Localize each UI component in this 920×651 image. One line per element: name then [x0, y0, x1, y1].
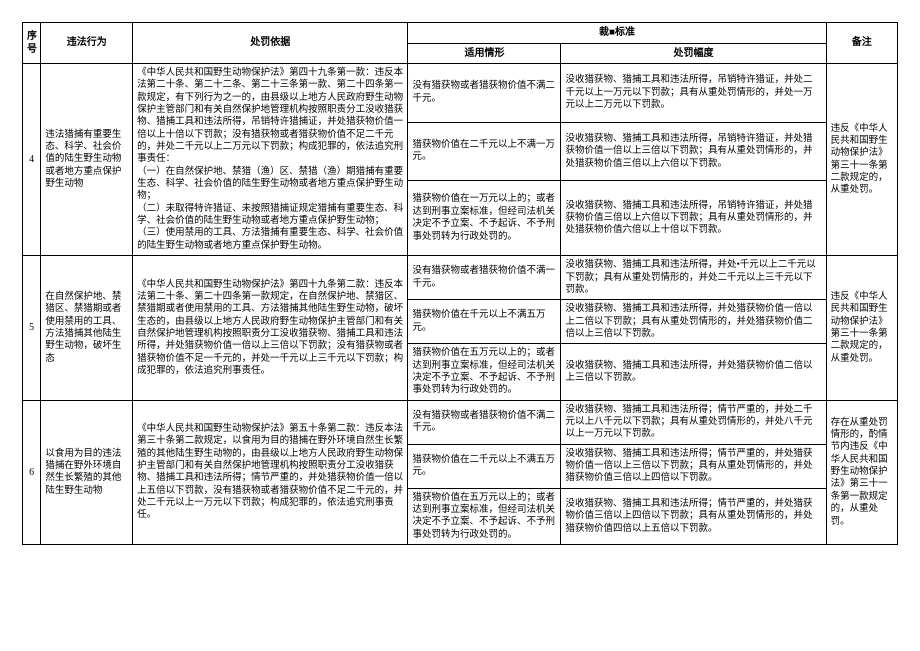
header-standard: 裁■标准	[408, 23, 826, 44]
cell-penalty: 没收猎获物、猎捕工具和违法所得，并处猎获物价值二倍以上三倍以下罚款。	[561, 344, 826, 400]
cell-condition: 没有猎获物或者猎获物价值不满一千元。	[408, 256, 561, 300]
table-row: 6以食用为目的违法猎捕在野外环境自然生长繁殖的其他陆生野生动物《中华人民共和国野…	[23, 400, 898, 444]
cell-basis: 《中华人民共和国野生动物保护法》第四十九条第一款：违反本法第二十条、第二十二条、…	[133, 64, 408, 256]
header-seq: 序号	[23, 23, 41, 64]
cell-penalty: 没收猎获物、猎捕工具和违法所得；情节严重的，并处猎获物价值一倍以上三倍以下罚款；…	[561, 444, 826, 488]
cell-penalty: 没收猎获物、猎捕工具和违法所得，吊销特许猎证，并处猎获物价值一倍以上三倍以下罚款…	[561, 122, 826, 181]
cell-act: 违法猎捕有重要生态、科学、社会价值的陆生野生动物或者地方重点保护野生动物	[41, 64, 133, 256]
cell-condition: 猎获物价值在五万元以上的；或者达到刑事立案标准，但经司法机关决定不予立案、不予起…	[408, 344, 561, 400]
cell-condition: 猎获物价值在一万元以上的；或者达到刑事立案标准，但经司法机关决定不予立案、不予起…	[408, 181, 561, 256]
cell-condition: 猎获物价值在二千元以上不满五万元。	[408, 444, 561, 488]
cell-penalty: 没收猎获物、猎捕工具和违法所得；情节严重的，并处二千元以上八千元以下罚款；具有从…	[561, 400, 826, 444]
table-row: 5在自然保护地、禁猎区、禁猎期或者使用禁用的工具、方法猎捕其他陆生野生动物，破坏…	[23, 256, 898, 300]
cell-condition: 猎获物价值在千元以上不满五万元。	[408, 300, 561, 344]
cell-act: 以食用为目的违法猎捕在野外环境自然生长繁殖的其他陆生野生动物	[41, 400, 133, 544]
cell-basis: 《中华人民共和国野生动物保护法》第五十条第二款：违反本法第三十条第二款规定，以食…	[133, 400, 408, 544]
cell-act: 在自然保护地、禁猎区、禁猎期或者使用禁用的工具、方法猎捕其他陆生野生动物，破坏生…	[41, 256, 133, 400]
cell-seq: 6	[23, 400, 41, 544]
cell-penalty: 没收猎获物、猎捕工具和违法所得，吊销特许猎证，并处猎获物价值三倍以上六倍以下罚款…	[561, 181, 826, 256]
table-body: 4违法猎捕有重要生态、科学、社会价值的陆生野生动物或者地方重点保护野生动物《中华…	[23, 64, 898, 545]
cell-seq: 4	[23, 64, 41, 256]
table-row: 4违法猎捕有重要生态、科学、社会价值的陆生野生动物或者地方重点保护野生动物《中华…	[23, 64, 898, 123]
cell-condition: 猎获物价值在二千元以上不满一万元。	[408, 122, 561, 181]
header-act: 违法行为	[41, 23, 133, 64]
header-penalty: 处罚幅度	[561, 43, 826, 64]
cell-penalty: 没收猎获物、猎捕工具和违法所得，并处•千元以上二千元以下罚款；具有从重处罚情形的…	[561, 256, 826, 300]
cell-penalty: 没收猎获物、猎捕工具和违法所得，并处猎获物价值一倍以上二倍以下罚款；具有从重处罚…	[561, 300, 826, 344]
cell-note: 违反《中华人民共和国野生动物保护法》第三十一条第二款规定的，从重处罚。	[826, 64, 897, 256]
header-basis: 处罚依据	[133, 23, 408, 64]
table-header: 序号 违法行为 处罚依据 裁■标准 备注 适用情形 处罚幅度	[23, 23, 898, 64]
cell-penalty: 没收猎获物、猎捕工具和违法所得，吊销特许猎证，并处二千元以上一万元以下罚款；具有…	[561, 64, 826, 123]
cell-basis: 《中华人民共和国野生动物保护法》第四十九条第二款：违反本法第二十条、第二十四条第…	[133, 256, 408, 400]
cell-condition: 没有猎获物或者猎获物价值不满二千元。	[408, 64, 561, 123]
cell-note: 存在从重处罚情形的，酌情节内违反《中华人民共和国野生动物保护法》第三十一条第一款…	[826, 400, 897, 544]
header-note: 备注	[826, 23, 897, 64]
cell-condition: 没有猎获物或者猎获物价值不满二千元。	[408, 400, 561, 444]
header-cond: 适用情形	[408, 43, 561, 64]
cell-seq: 5	[23, 256, 41, 400]
cell-penalty: 没收猎获物、猎捕工具和违法所得；情节严重的，并处猎获物价值三倍以上四倍以下罚款；…	[561, 488, 826, 544]
cell-note: 违反《中华人民共和国野生动物保护法》第三十一条第二款规定的，从重处罚。	[826, 256, 897, 400]
penalty-standards-table: 序号 违法行为 处罚依据 裁■标准 备注 适用情形 处罚幅度 4违法猎捕有重要生…	[22, 22, 898, 545]
cell-condition: 猎获物价值在五万元以上的；或者达到刑事立案标准，但经司法机关决定不予立案、不予起…	[408, 488, 561, 544]
